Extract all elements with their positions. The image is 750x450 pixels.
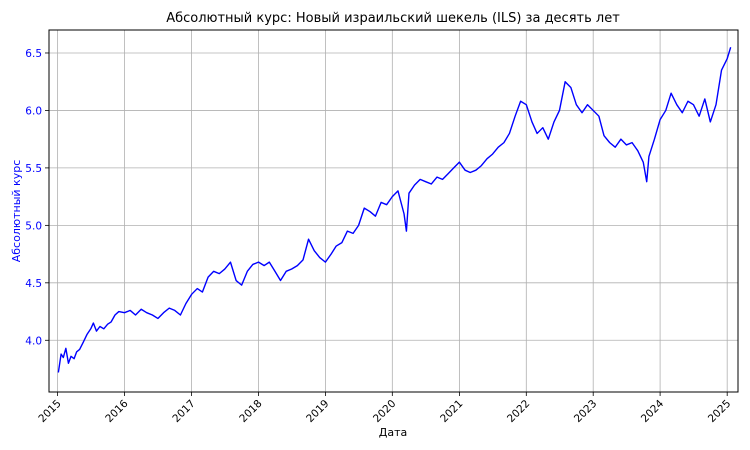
series-layer [57,47,732,373]
chart-title: Абсолютный курс: Новый израильский шекел… [166,11,620,26]
y-tick-label: 4.5 [25,278,42,290]
series-line [57,47,732,373]
grid [49,30,738,392]
plot-frame [48,29,739,393]
y-tick-label: 6.5 [25,48,42,60]
y-tick-label: 4.0 [25,335,42,347]
x-axis-label: Дата [379,426,407,439]
y-axis: 4.0 4.5 5.0 5.5 6.0 6.5 [25,48,49,347]
y-tick-label: 5.0 [25,220,42,232]
y-tick-label: 6.0 [25,105,42,117]
y-tick-label: 5.5 [25,163,42,175]
y-axis-label: Абсолютный курс [10,160,23,263]
